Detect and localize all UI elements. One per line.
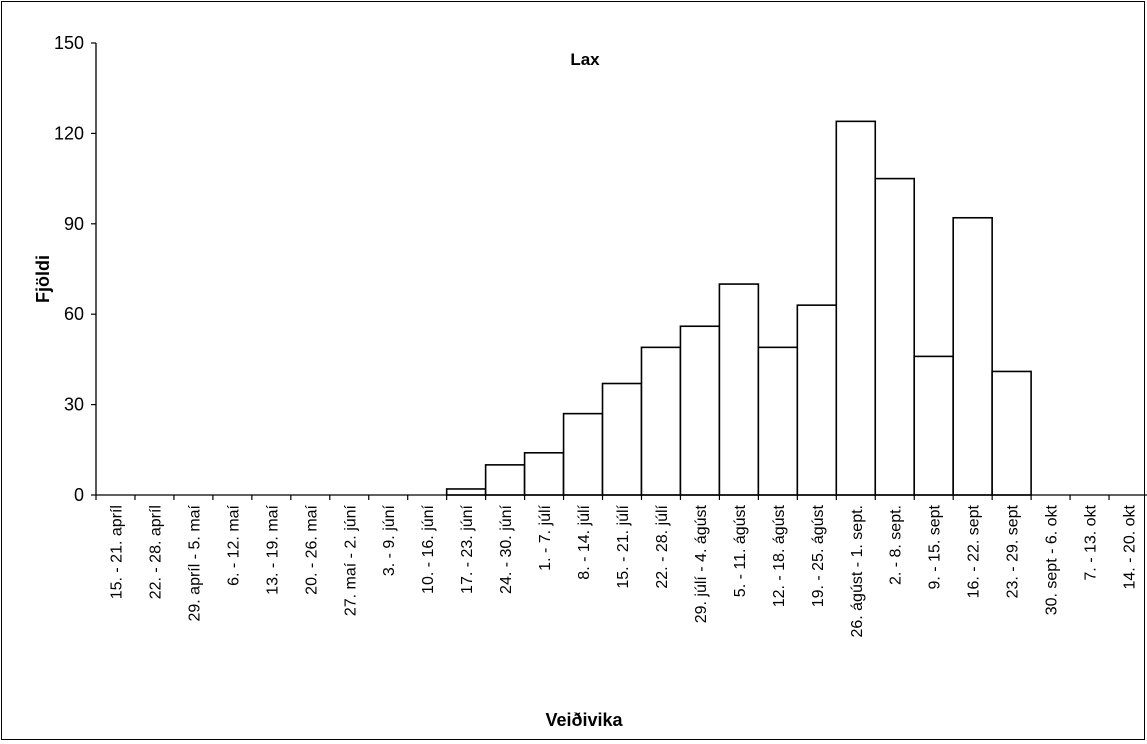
bar-18 — [757, 346, 799, 496]
bar-23 — [952, 216, 993, 496]
x-tick-label-1: 15. - 21. apríl — [108, 505, 125, 599]
bar-14 — [601, 382, 643, 496]
x-axis-title: Veiðivika — [545, 710, 623, 730]
y-axis-title: Fjöldi — [33, 255, 53, 303]
bar-22 — [913, 355, 954, 496]
x-tick-label-3: 29. apríl - 5. maí — [186, 504, 203, 621]
x-tick-label-5: 13. - 19. maí — [264, 504, 281, 594]
x-tick-label-4: 6. - 12. maí — [225, 504, 242, 585]
x-tick-label-6: 20. - 26. maí — [303, 504, 320, 594]
y-tick-label-2: 30 — [64, 395, 84, 415]
bar-11 — [484, 464, 526, 496]
bar-17 — [718, 283, 760, 496]
x-tick-label-25: 30. sept - 6. okt — [1044, 504, 1061, 615]
bar-24 — [991, 370, 1032, 496]
bar-21 — [874, 177, 916, 496]
x-tick-label-23: 16. - 22. sept — [966, 504, 983, 598]
y-tick-labels: 0 30 60 90 120 150 — [54, 33, 84, 505]
x-tick-label-10: 17. - 23. júní — [459, 504, 476, 594]
bar-20 — [835, 120, 877, 496]
bar-13 — [562, 412, 604, 496]
x-tick-label-12: 1. - 7. júlí — [537, 504, 554, 570]
x-tick-label-14: 15. - 21. júlí — [615, 504, 632, 588]
bar-16 — [679, 325, 721, 496]
x-tick-label-13: 8. - 14. júlí — [576, 504, 593, 579]
chart-title: Lax — [570, 50, 600, 69]
x-tick-label-27: 14. - 20. okt — [1122, 504, 1139, 589]
x-tick-label-17: 5. - 11. ágúst — [732, 504, 749, 597]
x-tick-label-19: 19. - 25. ágúst — [810, 504, 827, 607]
bars-group — [445, 120, 1032, 496]
bar-15 — [640, 346, 682, 496]
axes-group — [91, 42, 1147, 500]
y-tick-label-3: 60 — [64, 304, 84, 324]
x-tick-label-8: 3. - 9. júní — [381, 504, 398, 576]
x-tick-label-24: 23. - 29. sept — [1005, 504, 1022, 598]
x-tick-label-18: 12. - 18. ágúst — [771, 504, 788, 607]
y-tick-label-1: 0 — [74, 485, 84, 505]
bar-19 — [796, 304, 838, 496]
x-tick-label-2: 22. - 28. apríl — [147, 505, 164, 599]
x-tick-label-15: 22. - 28. júlí — [654, 504, 671, 588]
y-tick-label-5: 120 — [54, 123, 84, 143]
x-tick-label-9: 10. - 16. júní — [420, 504, 437, 594]
x-tick-label-21: 2. - 8. sept. — [888, 505, 905, 585]
bar-10 — [445, 488, 487, 496]
x-tick-labels: 15. - 21. apríl 22. - 28. apríl 29. apríl … — [108, 504, 1138, 637]
x-tick-label-11: 24. - 30. júní — [498, 504, 515, 594]
bar-12 — [523, 452, 565, 496]
x-tick-label-7: 27. maí - 2. júní — [342, 504, 359, 616]
y-tick-label-4: 90 — [64, 214, 84, 234]
x-tick-label-22: 9. - 15. sept — [927, 504, 944, 589]
x-tick-label-20: 26. ágúst - 1. sept. — [849, 505, 866, 638]
y-tick-label-6: 150 — [54, 33, 84, 53]
x-tick-label-16: 29. júlí - 4. ágúst — [693, 504, 710, 623]
x-tick-label-26: 7. - 13. okt — [1083, 504, 1100, 580]
